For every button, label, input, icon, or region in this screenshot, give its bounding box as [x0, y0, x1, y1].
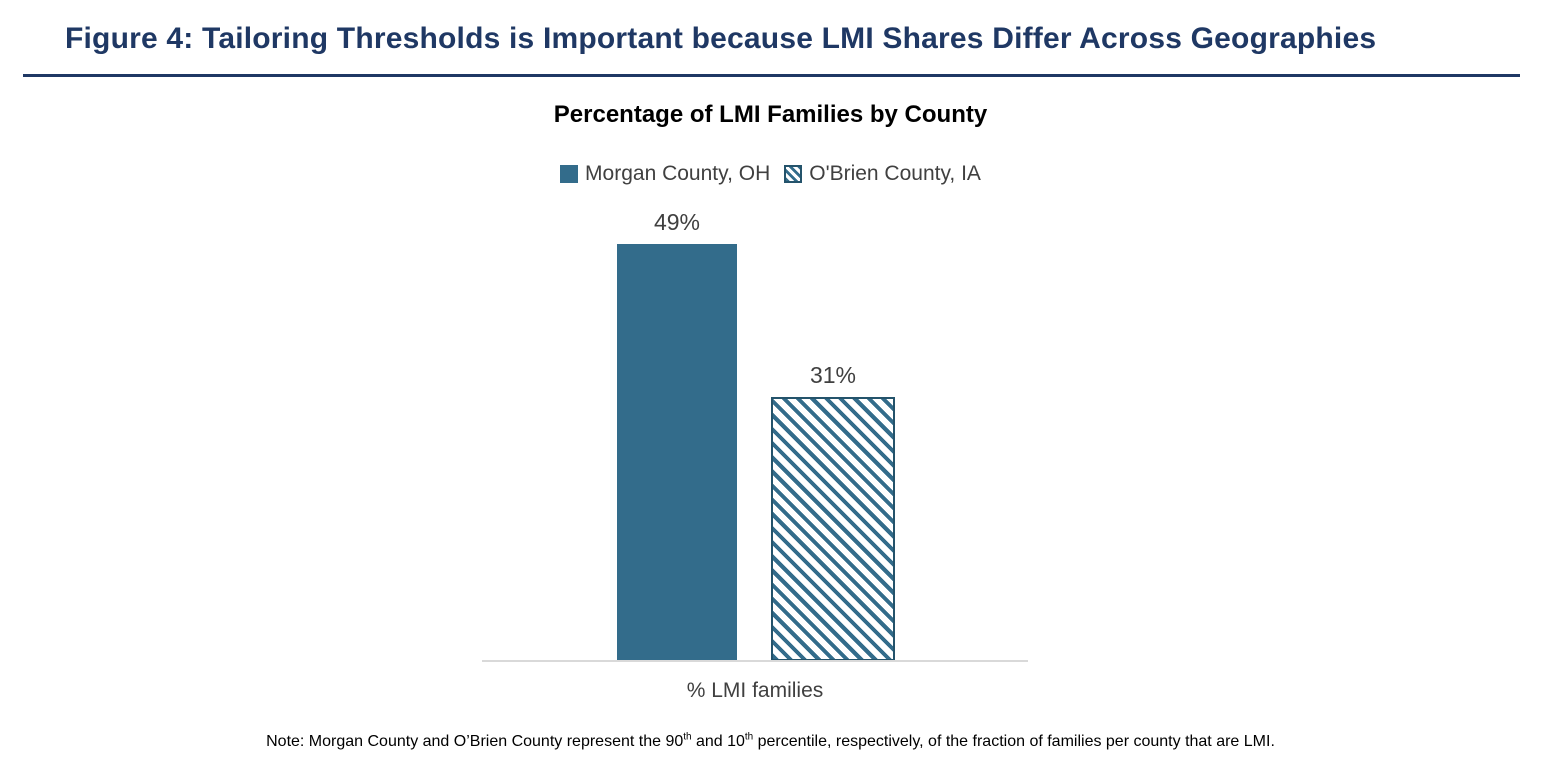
chart-legend: Morgan County, OH O'Brien County, IA [0, 162, 1541, 186]
note-superscript: th [744, 731, 754, 743]
legend-item-obrien: O'Brien County, IA [784, 162, 981, 186]
figure-title: Figure 4: Tailoring Thresholds is Import… [65, 22, 1377, 55]
bar-obrien-county [771, 397, 895, 661]
legend-item-label: Morgan County, OH [585, 162, 771, 185]
solid-square-swatch-icon [560, 165, 579, 183]
legend-item-morgan: Morgan County, OH [560, 162, 770, 186]
bar-value-label: 49% [653, 209, 701, 235]
note-superscript: th [683, 731, 692, 743]
bar-value-label: 31% [809, 362, 857, 388]
bar-group-obrien: 31% [771, 362, 895, 661]
x-axis-line [482, 660, 1028, 662]
plot-area: 49% 31% [482, 200, 1028, 662]
hatched-square-swatch-icon [784, 165, 803, 183]
x-axis-category-label: % LMI families [686, 679, 824, 702]
note-text: Note: Morgan County and O’Brien County r… [266, 733, 684, 750]
note-text: and 10 [691, 733, 745, 750]
bar-morgan-county [617, 244, 737, 661]
legend-item-label: O'Brien County, IA [809, 162, 981, 185]
bar-group-morgan: 49% [617, 209, 737, 661]
chart-title: Percentage of LMI Families by County [553, 101, 988, 128]
figure-note: Note: Morgan County and O’Brien County r… [0, 731, 1541, 751]
title-divider-rule [23, 74, 1520, 77]
note-text: percentile, respectively, of the fractio… [753, 733, 1275, 750]
